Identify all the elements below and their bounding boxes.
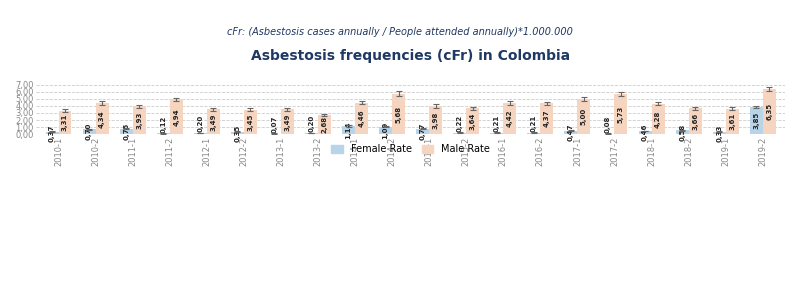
Text: 0,21: 0,21: [531, 115, 537, 132]
Bar: [194, 133, 206, 134]
Bar: [82, 129, 95, 134]
Bar: [726, 109, 738, 134]
Bar: [651, 104, 665, 134]
Bar: [95, 103, 109, 134]
Bar: [466, 108, 479, 134]
Bar: [58, 111, 71, 134]
Text: 4,46: 4,46: [358, 110, 365, 127]
Text: 0,22: 0,22: [457, 115, 462, 132]
Text: 0,77: 0,77: [420, 123, 426, 140]
Bar: [305, 133, 318, 134]
Bar: [392, 94, 405, 134]
Text: 3,49: 3,49: [284, 113, 290, 131]
Text: 0,46: 0,46: [642, 124, 648, 141]
Text: 3,31: 3,31: [62, 114, 68, 131]
Text: 0,21: 0,21: [494, 115, 500, 132]
Bar: [540, 103, 554, 134]
Bar: [281, 109, 294, 134]
Text: 0,47: 0,47: [568, 124, 574, 141]
Bar: [490, 133, 503, 134]
Text: 3,85: 3,85: [754, 112, 759, 129]
Bar: [133, 106, 146, 134]
Bar: [454, 133, 466, 134]
Bar: [762, 89, 776, 134]
Text: 1,14: 1,14: [346, 121, 351, 139]
Text: 0,33: 0,33: [716, 124, 722, 142]
Bar: [676, 130, 689, 134]
Bar: [244, 110, 257, 134]
Text: 0,20: 0,20: [309, 115, 314, 132]
Bar: [429, 106, 442, 134]
Bar: [342, 126, 355, 134]
Text: 4,34: 4,34: [99, 110, 105, 128]
Text: 4,42: 4,42: [506, 110, 513, 127]
Text: 0,20: 0,20: [198, 115, 203, 132]
Text: 2,68: 2,68: [322, 116, 327, 133]
Bar: [689, 108, 702, 134]
Text: 3,49: 3,49: [210, 113, 216, 131]
Legend: Female Rate, Male Rate: Female Rate, Male Rate: [327, 140, 494, 158]
Text: 4,37: 4,37: [544, 110, 550, 127]
Bar: [750, 107, 762, 134]
Bar: [379, 127, 392, 134]
Text: 0,37: 0,37: [49, 124, 55, 142]
Text: 0,58: 0,58: [679, 124, 685, 141]
Bar: [170, 99, 182, 134]
Bar: [713, 132, 726, 134]
Text: 3,93: 3,93: [136, 112, 142, 129]
Bar: [318, 115, 331, 134]
Bar: [614, 94, 627, 134]
Text: 0,07: 0,07: [271, 116, 278, 133]
Text: 3,64: 3,64: [470, 113, 476, 130]
Bar: [157, 133, 170, 134]
Text: 5,00: 5,00: [581, 108, 587, 125]
Text: 0,35: 0,35: [234, 124, 240, 142]
Bar: [46, 132, 58, 134]
Bar: [503, 103, 516, 134]
Text: 3,66: 3,66: [692, 113, 698, 130]
Bar: [416, 129, 429, 134]
Text: 5,68: 5,68: [395, 106, 402, 123]
Bar: [355, 102, 368, 134]
Text: 4,28: 4,28: [655, 110, 661, 128]
Text: 3,61: 3,61: [729, 113, 735, 130]
Text: 3,45: 3,45: [247, 113, 254, 131]
Title: Asbestosis frequencies (cFr) in Colombia: Asbestosis frequencies (cFr) in Colombia: [251, 48, 570, 63]
Bar: [527, 133, 540, 134]
Text: 0,75: 0,75: [123, 123, 129, 140]
Text: 6,35: 6,35: [766, 103, 772, 120]
Text: 0,08: 0,08: [605, 116, 611, 133]
Text: cFr: (Asbestosis cases annually / People attended annually)*1.000.000: cFr: (Asbestosis cases annually / People…: [227, 27, 573, 38]
Bar: [578, 99, 590, 134]
Bar: [206, 109, 220, 134]
Text: 0,12: 0,12: [160, 116, 166, 133]
Bar: [638, 131, 651, 134]
Text: 0,70: 0,70: [86, 123, 92, 140]
Text: 1,09: 1,09: [382, 122, 389, 139]
Bar: [120, 129, 133, 134]
Bar: [231, 132, 244, 134]
Text: 4,94: 4,94: [173, 108, 179, 126]
Text: 5,73: 5,73: [618, 105, 624, 123]
Text: 3,98: 3,98: [433, 111, 438, 129]
Bar: [565, 131, 578, 134]
